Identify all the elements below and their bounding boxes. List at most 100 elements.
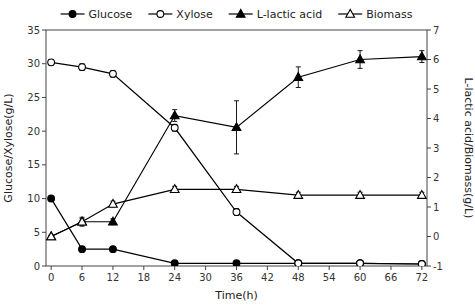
y2-axis-label: L-lactic acid/Biomass(g/L)	[462, 78, 475, 219]
series-line	[51, 62, 422, 264]
plot-frame	[46, 30, 427, 266]
y-tick	[42, 198, 46, 199]
data-point	[170, 111, 179, 119]
data-point	[78, 217, 87, 225]
y2-tick-label: 2	[433, 172, 439, 183]
data-point	[110, 246, 117, 253]
legend-label: L-lactic acid	[257, 8, 323, 21]
legend-label: Biomass	[366, 8, 413, 21]
series-line	[51, 57, 422, 237]
data-point	[357, 260, 364, 266]
plot-area	[47, 51, 426, 266]
x-tick	[298, 266, 299, 270]
data-point	[294, 73, 303, 81]
y2-tick-label: 1	[433, 202, 439, 213]
y2-tick	[427, 89, 431, 90]
series	[48, 195, 426, 266]
x-tick-label: 42	[261, 272, 274, 283]
data-point	[171, 124, 178, 131]
legend-marker	[157, 11, 164, 18]
y2-tick-label: -1	[433, 261, 443, 272]
x-tick-label: 30	[199, 272, 212, 283]
y-tick-label: 25	[27, 92, 40, 103]
data-point	[233, 260, 240, 266]
x-tick-label: 60	[354, 272, 367, 283]
data-point	[79, 246, 86, 253]
chart: 06121824303642485460667205101520253035-1…	[0, 0, 475, 306]
data-point	[294, 191, 303, 199]
x-tick-label: 66	[385, 272, 398, 283]
x-tick	[421, 266, 422, 270]
x-tick	[390, 266, 391, 270]
y2-tick	[427, 148, 431, 149]
data-point	[418, 261, 425, 266]
y-tick-label: 35	[27, 25, 40, 36]
y2-tick	[427, 207, 431, 208]
y-tick	[42, 131, 46, 132]
y-tick	[42, 266, 46, 267]
y2-tick	[427, 118, 431, 119]
series	[48, 59, 426, 266]
x-tick-label: 48	[292, 272, 305, 283]
data-point	[171, 260, 178, 266]
y2-tick-label: 0	[433, 231, 439, 242]
legend-marker	[236, 9, 245, 17]
y2-tick-label: 5	[433, 84, 439, 95]
data-point	[295, 260, 302, 266]
data-point	[109, 217, 118, 225]
x-axis-label: Time(h)	[214, 289, 257, 302]
y-tick	[42, 164, 46, 165]
legend-label: Xylose	[176, 8, 213, 21]
x-tick	[205, 266, 206, 270]
data-point	[357, 260, 364, 266]
data-point	[418, 261, 425, 266]
x-tick-label: 24	[168, 272, 181, 283]
data-point	[356, 191, 365, 199]
y-axis-label: Glucose/Xylose(g/L)	[2, 93, 15, 202]
data-point	[232, 185, 241, 193]
data-point	[79, 64, 86, 71]
error-bar	[234, 209, 239, 216]
error-bar	[80, 64, 85, 71]
y-tick-label: 30	[27, 58, 40, 69]
series	[47, 185, 426, 240]
x-tick	[174, 266, 175, 270]
legend-label: Glucose	[89, 8, 133, 21]
series-line	[51, 189, 422, 236]
legend-item: Xylose	[148, 8, 213, 21]
legend-item: L-lactic acid	[229, 8, 323, 21]
x-tick-label: 6	[79, 272, 85, 283]
y2-tick	[427, 236, 431, 237]
y2-tick-label: 6	[433, 54, 439, 65]
data-point	[109, 199, 118, 207]
y-tick-label: 0	[34, 261, 40, 272]
x-tick	[51, 266, 52, 270]
data-point	[47, 232, 56, 240]
y2-tick-label: 7	[433, 25, 439, 36]
data-point	[417, 191, 426, 199]
legend-marker	[69, 11, 76, 18]
y2-tick	[427, 177, 431, 178]
y-tick-label: 5	[34, 227, 40, 238]
error-bar	[110, 70, 115, 77]
x-tick-label: 12	[107, 272, 120, 283]
error-bar	[49, 60, 54, 65]
y-tick	[42, 97, 46, 98]
y2-tick	[427, 59, 431, 60]
series-line	[51, 199, 422, 264]
data-point	[78, 217, 87, 225]
y2-tick-label: 3	[433, 143, 439, 154]
y2-tick	[427, 30, 431, 31]
data-point	[356, 55, 365, 63]
x-tick	[236, 266, 237, 270]
y-tick	[42, 30, 46, 31]
x-tick-label: 0	[48, 272, 54, 283]
y2-tick	[427, 266, 431, 267]
x-tick	[360, 266, 361, 270]
x-tick	[143, 266, 144, 270]
data-point	[110, 70, 117, 77]
data-point	[232, 123, 241, 131]
x-tick-label: 54	[323, 272, 336, 283]
legend: Glucose Xylose L-lactic acid Biomass	[61, 8, 413, 21]
x-tick-label: 72	[415, 272, 428, 283]
